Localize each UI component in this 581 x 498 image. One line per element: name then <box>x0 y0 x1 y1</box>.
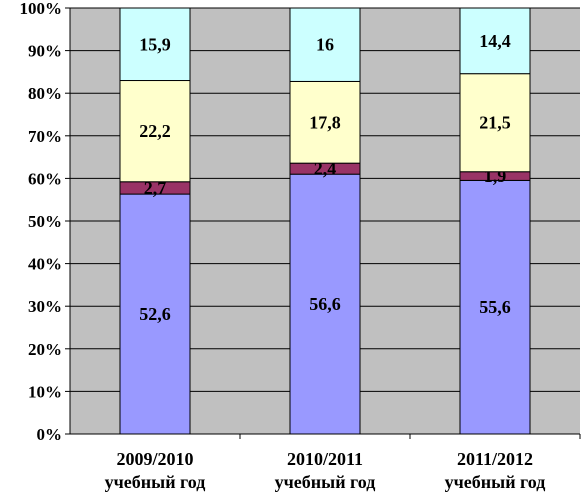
bar-segment <box>289 80 361 164</box>
data-label: 55,6 <box>479 297 511 317</box>
y-tick-label: 40% <box>28 255 62 274</box>
data-label: 14,4 <box>479 31 511 51</box>
y-tick-label: 60% <box>28 169 62 188</box>
data-label: 17,8 <box>309 112 341 132</box>
category-label: 2010/2011 учебный год <box>275 449 376 492</box>
y-tick-label: 100% <box>20 0 63 18</box>
y-tick-label: 0% <box>37 425 63 444</box>
data-label: 16 <box>316 35 334 55</box>
category-label: 2009/2010 учебный год <box>105 449 206 492</box>
y-axis-tick-labels: 0% 10% 20% 30% 40% 50% 60% 70% 80% 90% 100% <box>20 0 63 444</box>
data-label: 52,6 <box>139 304 171 324</box>
category-label: 2011/2012 учебный год <box>445 449 546 492</box>
x-axis-category-labels: 2009/2010 учебный год 2010/2011 учебный год… <box>105 449 546 492</box>
bar-segment <box>119 80 191 183</box>
y-tick-label: 70% <box>28 127 62 146</box>
data-label: 22,2 <box>139 121 171 141</box>
data-label: 21,5 <box>479 113 511 133</box>
bar-segment <box>459 179 531 435</box>
data-label: 56,6 <box>309 294 341 314</box>
data-label: 2,7 <box>144 178 167 198</box>
bar-segment <box>119 193 191 435</box>
bar-segment <box>459 7 531 75</box>
data-label: 2,4 <box>314 159 337 179</box>
y-tick-label: 90% <box>28 42 62 61</box>
y-tick-label: 10% <box>28 382 62 401</box>
bars: 52,62,722,215,956,62,417,81655,61,921,51… <box>119 7 531 435</box>
y-tick-label: 30% <box>28 297 62 316</box>
bar-segment <box>119 7 191 82</box>
bar-segment <box>289 7 361 82</box>
data-label: 15,9 <box>139 34 171 54</box>
y-tick-label: 80% <box>28 84 62 103</box>
y-tick-label: 20% <box>28 340 62 359</box>
y-tick-label: 50% <box>28 212 62 231</box>
